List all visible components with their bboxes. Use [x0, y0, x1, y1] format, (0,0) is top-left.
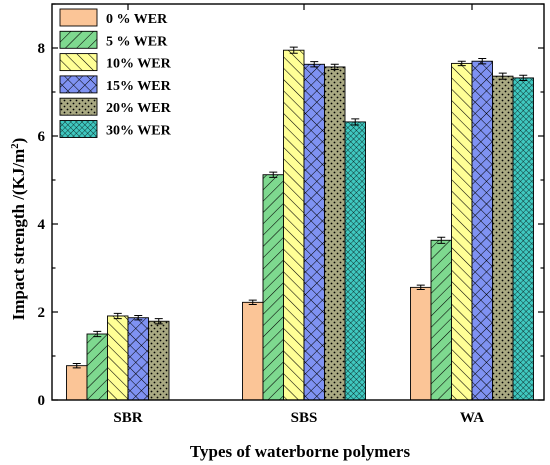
error-bar-wa-series-3 — [478, 58, 487, 65]
legend-label-4: 20% WER — [106, 101, 172, 116]
error-bar-sbs-series-1 — [269, 171, 278, 178]
x-tick-label-wa: WA — [460, 410, 484, 426]
plot-frame — [51, 3, 545, 401]
error-bar-sbs-series-4 — [330, 63, 339, 71]
legend: 0 % WER 5 % WER 10% WER 15% WER 20% WER 30% W… — [59, 8, 172, 139]
legend-label-5: 30% WER — [106, 124, 172, 139]
y-tick-label: 6 — [38, 129, 46, 145]
y-tick-label: 4 — [38, 217, 46, 233]
error-bar-sbs-series-2 — [289, 46, 298, 54]
bar-sbs-series-1 — [262, 174, 284, 401]
error-bar-wa-series-2 — [457, 60, 466, 67]
bar-wa-series-2 — [451, 62, 473, 401]
legend-label-3: 15% WER — [106, 79, 172, 94]
x-tick-label-sbr: SBR — [113, 410, 142, 426]
error-bar-wa-series-4 — [498, 72, 507, 80]
bar-sbs-series-2 — [283, 49, 305, 401]
x-tick-label-sbs: SBS — [291, 410, 318, 426]
bar-sbs-series-3 — [303, 63, 325, 401]
y-tick-label: 2 — [38, 305, 46, 321]
bar-sbr-series-0 — [66, 365, 88, 401]
bar-wa-series-3 — [471, 60, 493, 401]
error-bar-wa-series-1 — [437, 236, 446, 244]
legend-swatch-1 — [59, 30, 98, 49]
error-bar-wa-series-0 — [416, 284, 425, 291]
error-bar-sbs-series-0 — [248, 299, 257, 306]
bar-sbr-series-2 — [107, 315, 129, 401]
bar-wa-series-1 — [430, 239, 452, 401]
legend-swatch-3 — [59, 75, 98, 94]
error-bar-sbr-series-0 — [72, 362, 81, 369]
error-bar-sbr-series-2 — [113, 312, 122, 320]
bar-sbs-series-5 — [344, 121, 366, 401]
y-tick-label: 8 — [38, 41, 46, 57]
error-bar-sbr-series-4 — [154, 318, 163, 325]
error-bar-sbs-series-5 — [351, 118, 360, 126]
legend-swatch-2 — [59, 53, 98, 72]
error-bar-sbr-series-3 — [134, 315, 143, 321]
bars-layer — [66, 46, 534, 401]
bar-sbr-series-4 — [148, 320, 170, 401]
legend-label-2: 10% WER — [106, 57, 172, 72]
bar-sbs-series-4 — [324, 66, 346, 401]
error-bar-sbr-series-1 — [93, 330, 102, 338]
bar-wa-series-0 — [410, 286, 432, 401]
bar-wa-series-4 — [492, 75, 514, 401]
bar-sbr-series-1 — [86, 333, 108, 401]
x-axis-title: Types of waterborne polymers — [190, 442, 411, 461]
y-tick-label: 0 — [38, 393, 46, 409]
axes-layer: 0 2 4 6 8 SBR SBS WA — [38, 3, 545, 426]
bar-wa-series-5 — [512, 77, 534, 401]
legend-swatch-5 — [59, 120, 98, 138]
bar-sbr-series-3 — [127, 317, 149, 401]
bar-sbs-series-0 — [242, 301, 264, 401]
error-bar-wa-series-5 — [519, 74, 528, 82]
legend-swatch-0 — [59, 8, 98, 27]
legend-swatch-4 — [59, 97, 98, 116]
legend-label-1: 5 % WER — [106, 34, 168, 49]
error-bar-sbs-series-3 — [310, 61, 319, 68]
legend-label-0: 0 % WER — [106, 12, 168, 27]
y-axis-title: Impact strength /(KJ/m2) — [9, 138, 28, 321]
